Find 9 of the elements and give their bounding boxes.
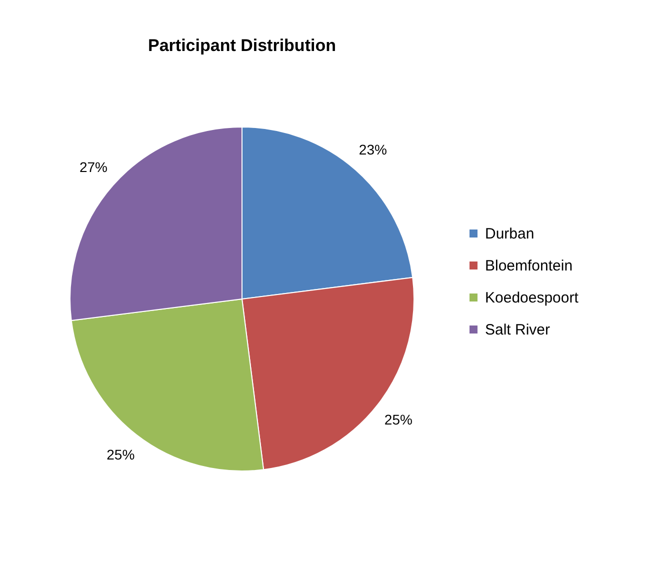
data-label: 25% — [384, 411, 412, 428]
data-label: 27% — [79, 159, 108, 176]
legend-label: Salt River — [485, 322, 550, 338]
chart-title: Participant Distribution — [148, 36, 336, 55]
data-label: 23% — [358, 141, 387, 158]
data-label: 25% — [106, 446, 135, 462]
legend-label: Bloemfontein — [485, 258, 573, 274]
legend-label: Durban — [485, 226, 534, 242]
legend-label: Koedoespoort — [485, 290, 580, 306]
